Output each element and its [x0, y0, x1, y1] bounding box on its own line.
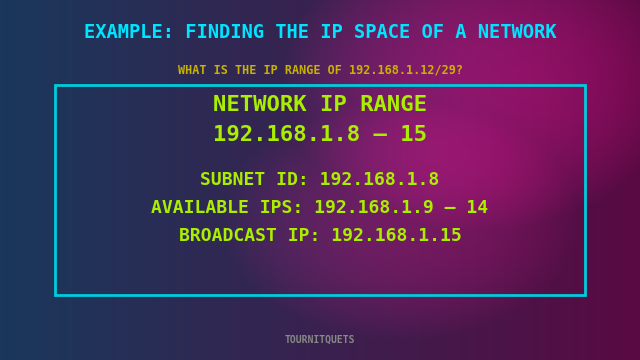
Text: SUBNET ID: 192.168.1.8: SUBNET ID: 192.168.1.8	[200, 171, 440, 189]
Text: BROADCAST IP: 192.168.1.15: BROADCAST IP: 192.168.1.15	[179, 227, 461, 245]
Text: EXAMPLE: FINDING THE IP SPACE OF A NETWORK: EXAMPLE: FINDING THE IP SPACE OF A NETWO…	[84, 23, 556, 41]
Text: NETWORK IP RANGE: NETWORK IP RANGE	[213, 95, 427, 115]
Text: 192.168.1.8 – 15: 192.168.1.8 – 15	[213, 125, 427, 145]
Text: TOURNITQUETS: TOURNITQUETS	[285, 335, 355, 345]
Text: WHAT IS THE IP RANGE OF 192.168.1.12/29?: WHAT IS THE IP RANGE OF 192.168.1.12/29?	[177, 63, 463, 77]
Text: AVAILABLE IPS: 192.168.1.9 – 14: AVAILABLE IPS: 192.168.1.9 – 14	[152, 199, 488, 217]
